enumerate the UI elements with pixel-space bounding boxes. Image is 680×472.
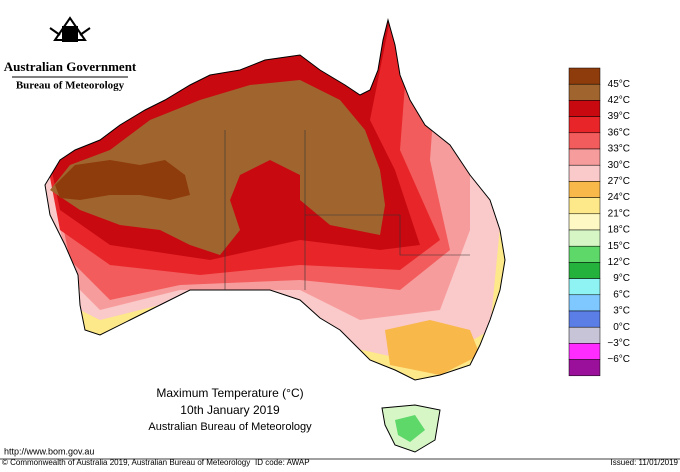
legend-label: −6°C: [607, 354, 630, 365]
legend-swatch: [568, 343, 601, 360]
legend-swatch: [568, 116, 601, 134]
legend-swatch: [568, 181, 601, 198]
issued: Issued: 11/01/2019: [611, 458, 679, 467]
legend-label: 6°C: [613, 289, 630, 300]
legend-label: 39°C: [608, 111, 630, 122]
legend-label: 12°C: [608, 257, 630, 268]
id-code: ID code: AWAP: [255, 458, 310, 467]
logo: [49, 16, 91, 42]
legend-label: 15°C: [608, 241, 630, 252]
legend-label: 27°C: [608, 176, 630, 187]
legend-swatch: [568, 164, 601, 182]
legend-swatch: [568, 245, 601, 263]
agency: Bureau of Meteorology: [16, 80, 125, 92]
legend-swatch: [568, 262, 601, 279]
legend-swatch: [568, 294, 601, 312]
government: Australian Government: [4, 59, 137, 74]
source: Australian Bureau of Meteorology: [148, 421, 312, 433]
date: 10th January 2019: [180, 403, 280, 417]
legend-label: 9°C: [613, 273, 630, 284]
legend-swatch: [568, 67, 601, 85]
legend-label: 3°C: [613, 306, 630, 317]
legend-swatch: [568, 132, 601, 150]
legend-label: 24°C: [608, 192, 630, 203]
legend-swatch: [568, 326, 601, 344]
legend-label: 36°C: [608, 127, 630, 138]
copyright: © Commonwealth of Australia 2019, Austra…: [2, 458, 250, 467]
legend-swatch: [568, 100, 601, 117]
legend-swatch: [568, 83, 601, 101]
legend-label: −3°C: [607, 338, 630, 349]
legend-label: 33°C: [608, 144, 630, 155]
url: http://www.bom.gov.au: [4, 446, 94, 456]
legend-label: 30°C: [608, 160, 630, 171]
legend-swatch: [568, 359, 601, 377]
legend-swatch: [568, 148, 601, 166]
legend-swatch: [568, 213, 601, 231]
legend: 45°C 42°C 39°C 36°C 33°C 30°C 27°C 24°C 21°C 18°C…: [568, 67, 630, 377]
legend-swatch: [568, 278, 601, 296]
legend-swatch: [568, 197, 601, 215]
legend-label: 45°C: [608, 79, 630, 90]
title: Maximum Temperature (°C): [156, 386, 303, 400]
legend-label: 42°C: [608, 95, 630, 106]
legend-label: 18°C: [608, 225, 630, 236]
legend-swatch: [568, 310, 601, 328]
legend-swatch: [568, 229, 601, 247]
legend-label: 21°C: [608, 208, 630, 219]
legend-label: 0°C: [613, 322, 630, 333]
